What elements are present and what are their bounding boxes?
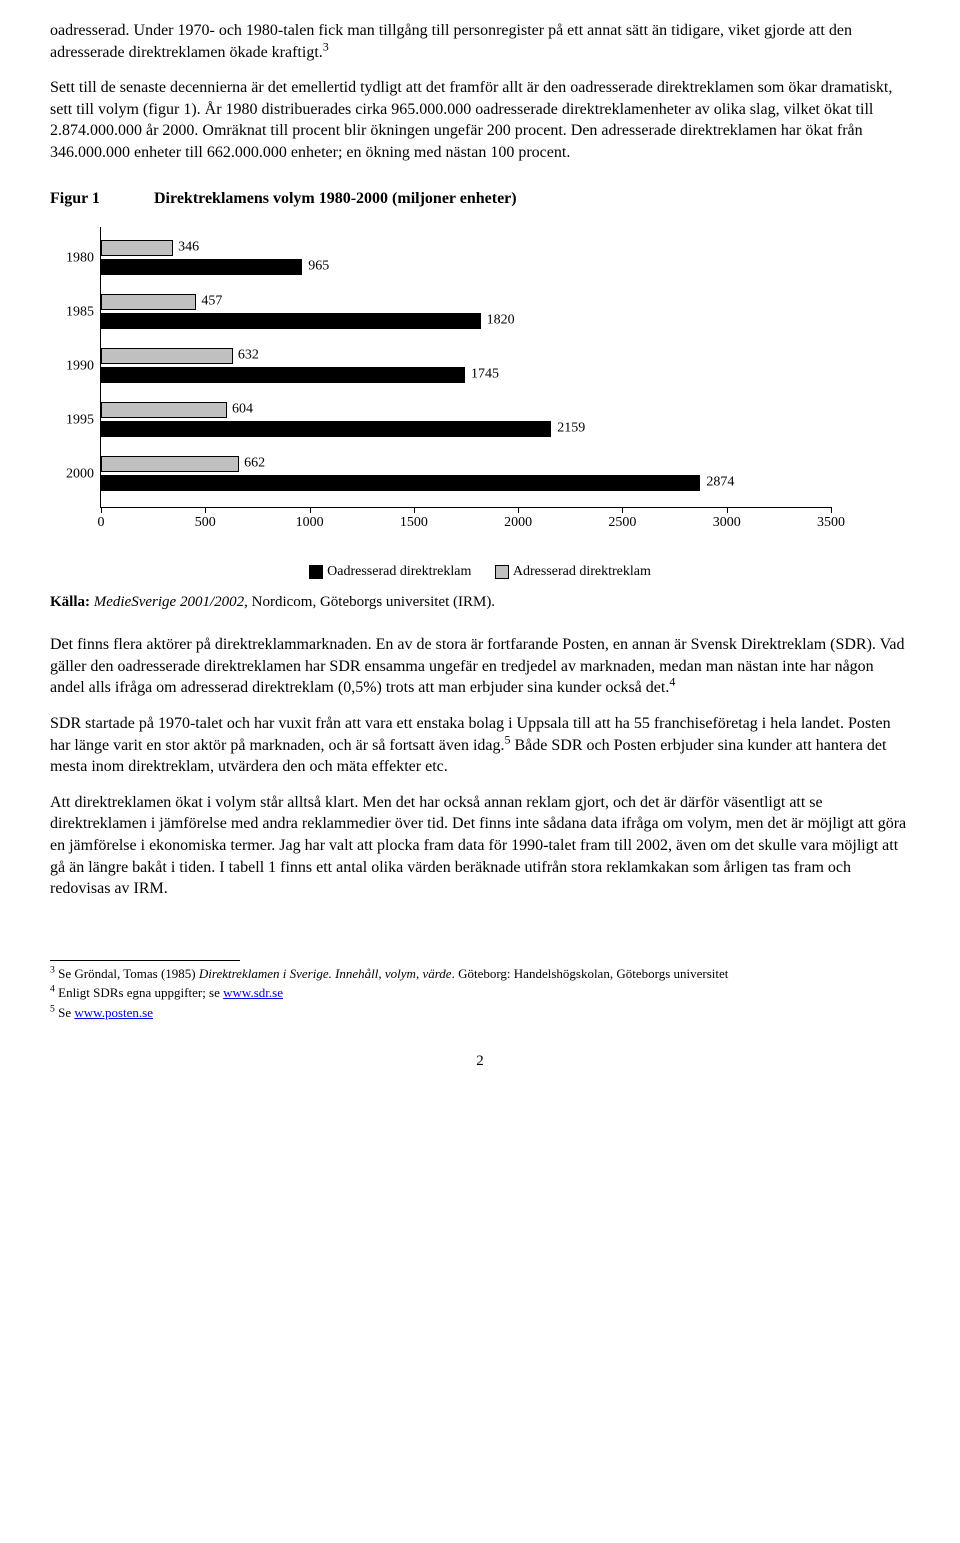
para-3-text: Det finns flera aktörer på direktreklamm… [50,636,905,696]
para-2: Sett till de senaste decennierna är det … [50,77,910,163]
x-tick-label: 3500 [817,514,845,533]
para-1: oadresserad. Under 1970- och 1980-talen … [50,20,910,63]
fn4-link[interactable]: www.sdr.se [223,985,283,1000]
figure-source: Källa: MedieSverige 2001/2002, Nordicom,… [50,592,910,612]
bar-oadresserad: 1745 [101,367,465,383]
figure-title: Figur 1 Direktreklamens volym 1980-2000 … [50,188,910,210]
footnotes-separator [50,960,240,961]
x-tick [518,507,519,513]
fn4-a: Enligt SDRs egna uppgifter; se [55,985,223,1000]
para-1-text: oadresserad. Under 1970- och 1980-talen … [50,22,852,61]
footnote-5: 5 Se www.posten.se [50,1004,910,1022]
para-4: SDR startade på 1970-talet och har vuxit… [50,713,910,778]
footnote-3: 3 Se Gröndal, Tomas (1985) Direktreklame… [50,965,910,983]
y-category-label: 1980 [50,250,94,269]
source-rest: , Nordicom, Göteborgs universitet (IRM). [244,594,495,610]
x-tick [101,507,102,513]
chart-legend: Oadresserad direktreklam Adresserad dire… [50,563,910,582]
bar-adresserad: 604 [101,402,227,418]
bar-adresserad: 662 [101,456,239,472]
legend-swatch-2 [495,565,509,579]
bar-value-label: 1745 [465,366,499,385]
bar-oadresserad: 1820 [101,313,481,329]
x-tick-label: 3000 [713,514,741,533]
x-tick-label: 1000 [296,514,324,533]
fn3-title: Direktreklamen i Sverige. Innehåll, voly… [199,966,452,981]
fn5-a: Se [55,1005,75,1020]
bar-value-label: 457 [195,293,222,312]
bar-adresserad: 346 [101,240,173,256]
figure-title-text: Direktreklamens volym 1980-2000 (miljone… [154,190,517,207]
legend-swatch-1 [309,565,323,579]
bar-oadresserad: 2874 [101,475,700,491]
bar-value-label: 1820 [481,312,515,331]
bar-value-label: 965 [302,258,329,277]
y-category-label: 1985 [50,304,94,323]
legend-item-1: Oadresserad direktreklam [309,563,471,582]
x-tick-label: 1500 [400,514,428,533]
footnote-4: 4 Enligt SDRs egna uppgifter; se www.sdr… [50,984,910,1002]
footnotes: 3 Se Gröndal, Tomas (1985) Direktreklame… [50,965,910,1022]
bar-oadresserad: 2159 [101,421,551,437]
legend-item-2: Adresserad direktreklam [495,563,651,582]
bar-adresserad: 457 [101,294,196,310]
fn5-link[interactable]: www.posten.se [74,1005,153,1020]
bar-adresserad: 632 [101,348,233,364]
source-label: Källa: [50,594,90,610]
bar-value-label: 346 [172,239,199,258]
y-category-label: 1990 [50,358,94,377]
bar-value-label: 2159 [551,420,585,439]
plot-area: 0500100015002000250030003500346965457182… [100,227,831,508]
para-5: Att direktreklamen ökat i volym står all… [50,792,910,900]
x-tick [205,507,206,513]
x-tick [622,507,623,513]
fnref-3: 3 [323,39,329,53]
fn3-a: Se Gröndal, Tomas (1985) [55,966,199,981]
x-tick [310,507,311,513]
legend-label-1: Oadresserad direktreklam [327,564,471,579]
y-category-label: 2000 [50,466,94,485]
legend-label-2: Adresserad direktreklam [513,564,651,579]
x-tick-label: 2500 [608,514,636,533]
x-tick [831,507,832,513]
bar-value-label: 604 [226,401,253,420]
bar-chart: 0500100015002000250030003500346965457182… [50,227,830,557]
x-tick [414,507,415,513]
fn3-b: . Göteborg: Handelshögskolan, Göteborgs … [452,966,729,981]
source-italic: MedieSverige 2001/2002 [94,594,244,610]
x-tick-label: 0 [98,514,105,533]
fnref-4: 4 [669,675,675,689]
para-3: Det finns flera aktörer på direktreklamm… [50,634,910,699]
x-tick-label: 2000 [504,514,532,533]
y-category-label: 1995 [50,412,94,431]
bar-value-label: 2874 [700,474,734,493]
x-tick [727,507,728,513]
bar-value-label: 632 [232,347,259,366]
x-tick-label: 500 [195,514,216,533]
bar-value-label: 662 [238,455,265,474]
bar-oadresserad: 965 [101,259,302,275]
page-number: 2 [50,1051,910,1071]
figure-label: Figur 1 [50,188,150,210]
